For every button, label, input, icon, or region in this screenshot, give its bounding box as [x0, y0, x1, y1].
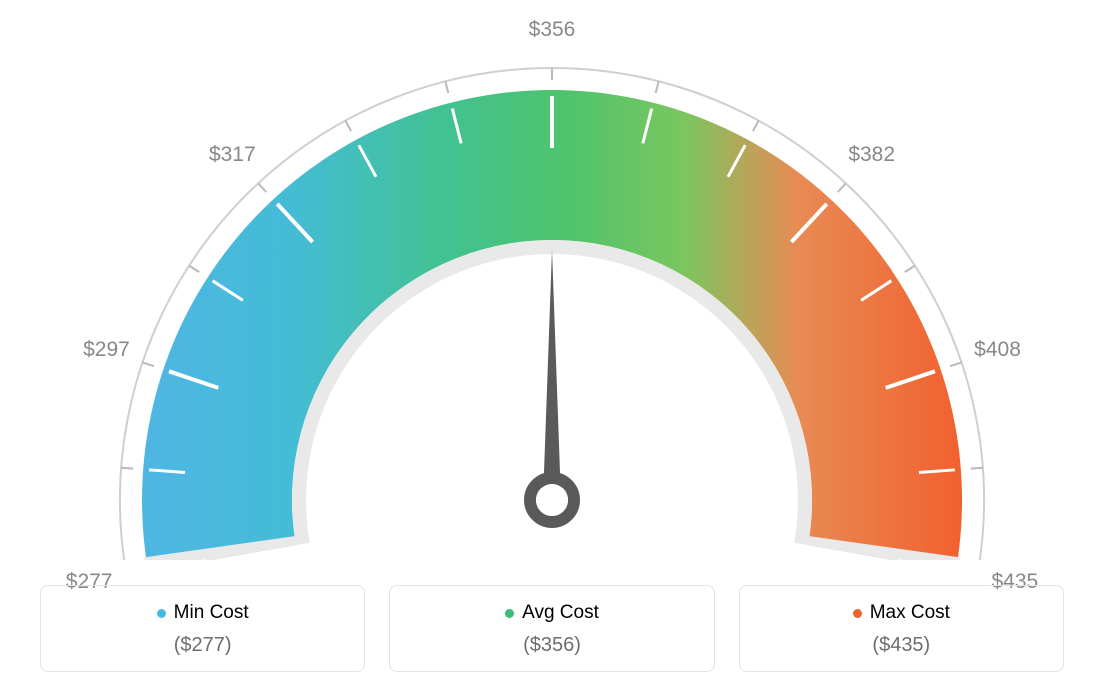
legend-dot-max	[853, 609, 862, 618]
gauge-tick-label: $382	[848, 143, 895, 167]
legend-dot-avg	[505, 609, 514, 618]
gauge-tick-label: $317	[209, 143, 256, 167]
legend-card-max: Max Cost ($435)	[739, 585, 1064, 672]
legend-value-min: ($277)	[51, 634, 354, 657]
gauge-tick-label: $408	[974, 338, 1021, 362]
legend-value-max: ($435)	[750, 634, 1053, 657]
legend-label-min: Min Cost	[174, 602, 249, 624]
legend-card-avg: Avg Cost ($356)	[389, 585, 714, 672]
gauge-tick-label: $356	[529, 18, 576, 42]
cost-gauge: $277$297$317$356$382$408$435	[0, 0, 1104, 560]
legend-dot-min	[157, 609, 166, 618]
legend-card-min: Min Cost ($277)	[40, 585, 365, 672]
legend-label-avg: Avg Cost	[522, 602, 599, 624]
legend-value-avg: ($356)	[400, 634, 703, 657]
gauge-tick-label: $297	[83, 338, 130, 362]
legend-row: Min Cost ($277) Avg Cost ($356) Max Cost…	[40, 585, 1064, 672]
legend-label-max: Max Cost	[870, 602, 950, 624]
